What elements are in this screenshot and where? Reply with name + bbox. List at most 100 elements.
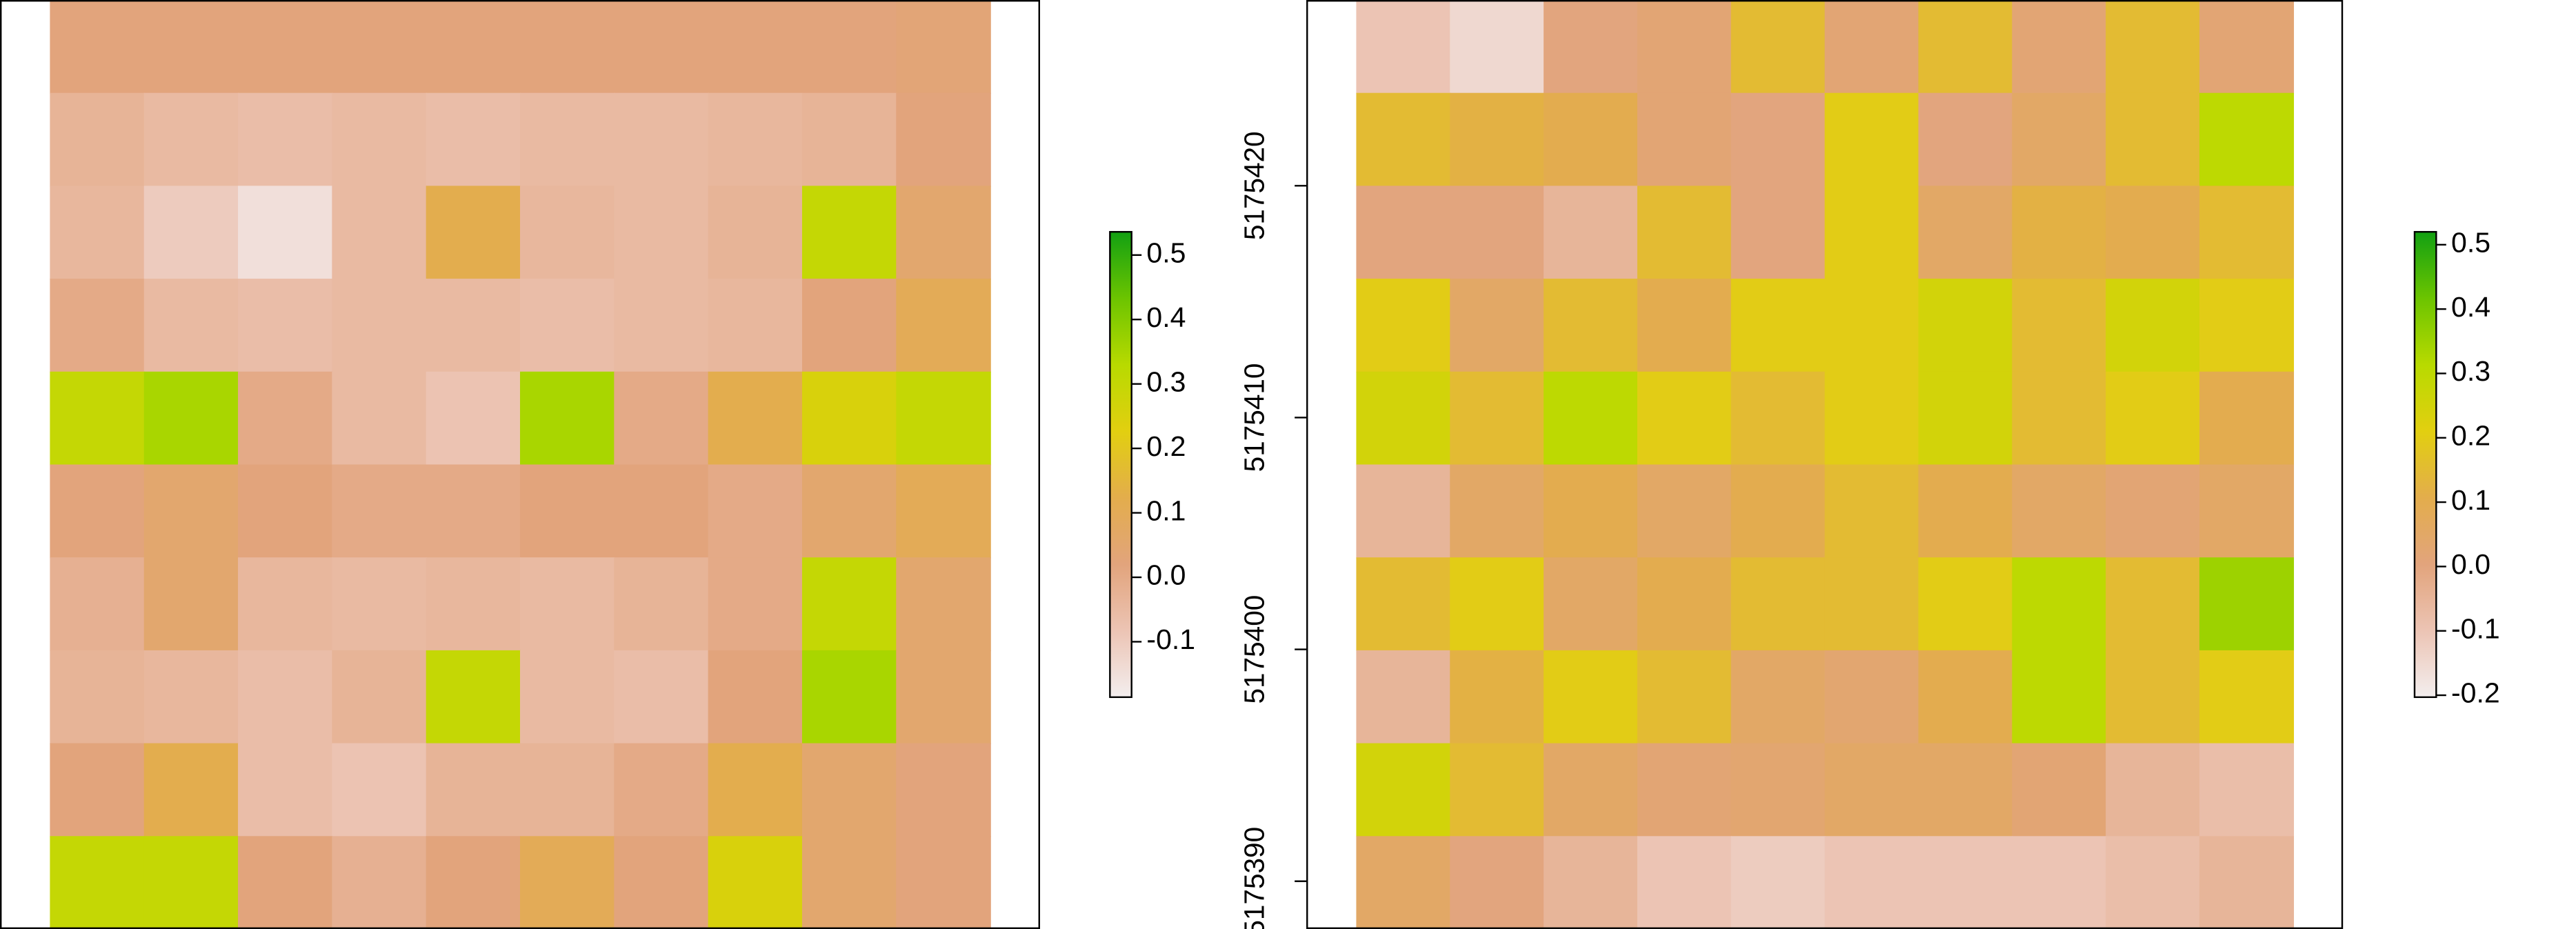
raster-cell [1356, 464, 1451, 559]
raster-cell [426, 0, 521, 94]
raster-cell [2106, 557, 2201, 652]
raster-cell [2012, 279, 2107, 372]
raster-cell [1824, 836, 1919, 929]
legend-tick-label: 0.2 [2451, 420, 2490, 452]
raster-cell [1918, 650, 2013, 744]
raster-cell [426, 279, 521, 372]
raster-cell [896, 92, 991, 187]
raster-cell [708, 186, 803, 280]
legend-tick-label: -0.2 [2451, 677, 2500, 709]
raster-cell [519, 0, 615, 94]
raster-cell [2106, 464, 2201, 559]
raster-cell [143, 186, 239, 280]
raster-cell [801, 464, 897, 559]
raster-cell [519, 371, 615, 466]
raster-cell [1356, 279, 1451, 372]
raster-cell [143, 0, 239, 94]
raster-cell [2199, 650, 2295, 744]
raster-cell [896, 557, 991, 652]
raster-cell [1730, 836, 1826, 929]
legend-bar [1109, 230, 1132, 699]
raster-cell [2199, 92, 2295, 187]
raster-cell [1730, 464, 1826, 559]
raster-cell [1544, 0, 1639, 94]
raster-cell [2106, 650, 2201, 744]
raster-cell [2199, 464, 2295, 559]
raster-cell [2106, 743, 2201, 837]
raster-cell [2106, 371, 2201, 466]
raster-cell [2199, 836, 2295, 929]
raster-cell [426, 464, 521, 559]
raster-cell [2012, 92, 2107, 187]
raster-cell [519, 743, 615, 837]
raster-cell [1637, 464, 1732, 559]
legend-tick-label: 0.1 [1146, 495, 1186, 527]
raster-cell [1730, 186, 1826, 280]
raster-cell [1450, 464, 1545, 559]
raster-cell [801, 836, 897, 929]
raster-cell [896, 186, 991, 280]
raster-cell [2012, 557, 2107, 652]
raster-cell [50, 464, 145, 559]
raster-cell [238, 371, 333, 466]
raster-cell [332, 557, 427, 652]
raster-cell [143, 557, 239, 652]
raster-cell [1637, 650, 1732, 744]
raster-cell [614, 186, 709, 280]
raster-cell [1356, 836, 1451, 929]
raster-cell [801, 92, 897, 187]
raster-cell [708, 557, 803, 652]
legend-tick-label: 0.5 [2451, 227, 2490, 259]
y-tick-label: 5175420 [1238, 131, 1270, 240]
legend-tick-label: 0.2 [1146, 430, 1186, 462]
raster-cell [2199, 186, 2295, 280]
raster-cell [1450, 371, 1545, 466]
legend-tick-label: 0.3 [2451, 355, 2490, 387]
raster-cell [1824, 743, 1919, 837]
raster-cell [1356, 92, 1451, 187]
raster-cell [332, 279, 427, 372]
raster-cell [801, 650, 897, 744]
raster-cell [519, 464, 615, 559]
raster-cell [801, 743, 897, 837]
raster-cell [1450, 92, 1545, 187]
raster-cell [2012, 0, 2107, 94]
raster-cell [896, 464, 991, 559]
raster-cell [801, 279, 897, 372]
raster-cell [143, 464, 239, 559]
raster-cell [2106, 92, 2201, 187]
raster-cell [1824, 186, 1919, 280]
raster-cell [1824, 371, 1919, 466]
raster-cell [1544, 557, 1639, 652]
raster-cell [801, 0, 897, 94]
raster-cell [1637, 186, 1732, 280]
raster-cell [1450, 557, 1545, 652]
raster-cell [1544, 743, 1639, 837]
raster-cell [50, 836, 145, 929]
raster-cell [1918, 0, 2013, 94]
raster-cell [1356, 0, 1451, 94]
plot-frame [0, 0, 1040, 929]
raster-cell [896, 0, 991, 94]
raster-cell [801, 557, 897, 652]
raster-cell [1824, 557, 1919, 652]
raster-cell [2012, 464, 2107, 559]
raster-cell [2199, 0, 2295, 94]
raster-cell [426, 186, 521, 280]
raster-cell [1918, 557, 2013, 652]
raster-cell [1637, 743, 1732, 837]
raster-cell [238, 743, 333, 837]
raster-cell [1450, 836, 1545, 929]
raster-cell [238, 186, 333, 280]
raster-cell [801, 371, 897, 466]
raster-cell [2012, 186, 2107, 280]
y-tick-label: 5175400 [1238, 595, 1270, 704]
raster-cell [1637, 279, 1732, 372]
raster-cell [2199, 557, 2295, 652]
raster-cell [614, 836, 709, 929]
raster-cell [1450, 650, 1545, 744]
raster-cell [1730, 279, 1826, 372]
raster-cell [896, 743, 991, 837]
legend-tick-label: 0.1 [2451, 484, 2490, 516]
